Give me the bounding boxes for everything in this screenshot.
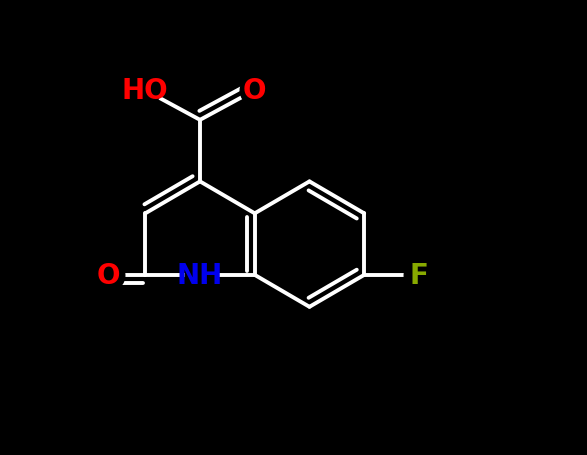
Text: O: O — [97, 261, 120, 289]
Text: F: F — [410, 261, 429, 289]
Text: HO: HO — [122, 77, 168, 105]
Text: NH: NH — [177, 261, 223, 289]
Text: O: O — [243, 77, 266, 105]
